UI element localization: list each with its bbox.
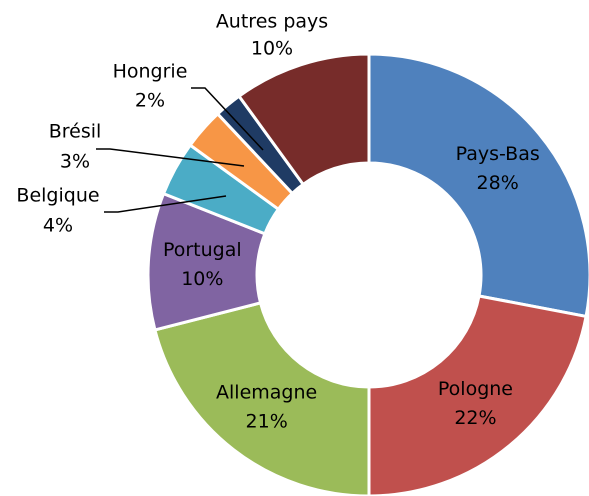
slice-value: 28% bbox=[477, 172, 519, 194]
slice-label: Autres pays bbox=[216, 11, 328, 33]
slice-value: 3% bbox=[60, 151, 90, 173]
slice-label: Belgique bbox=[16, 185, 99, 207]
slice-value: 10% bbox=[251, 38, 293, 60]
leader-line bbox=[191, 87, 264, 151]
slice-label: Hongrie bbox=[113, 61, 188, 83]
slice-label: Allemagne bbox=[216, 381, 317, 403]
slice-value: 22% bbox=[454, 407, 496, 429]
leader-line bbox=[104, 195, 227, 213]
donut-slice bbox=[367, 52, 589, 319]
slice-label: Pologne bbox=[438, 378, 513, 400]
donut-slice bbox=[237, 52, 371, 187]
leader-line bbox=[96, 148, 245, 167]
slice-value: 21% bbox=[246, 410, 288, 432]
donut-slice bbox=[153, 301, 371, 496]
slice-value: 10% bbox=[181, 268, 223, 290]
slice-label: Brésil bbox=[49, 121, 102, 143]
slice-label: Pays-Bas bbox=[456, 143, 540, 165]
slice-label: Portugal bbox=[163, 239, 242, 261]
slice-value: 4% bbox=[43, 215, 73, 237]
donut-slice bbox=[367, 294, 588, 496]
slice-value: 2% bbox=[135, 90, 165, 112]
